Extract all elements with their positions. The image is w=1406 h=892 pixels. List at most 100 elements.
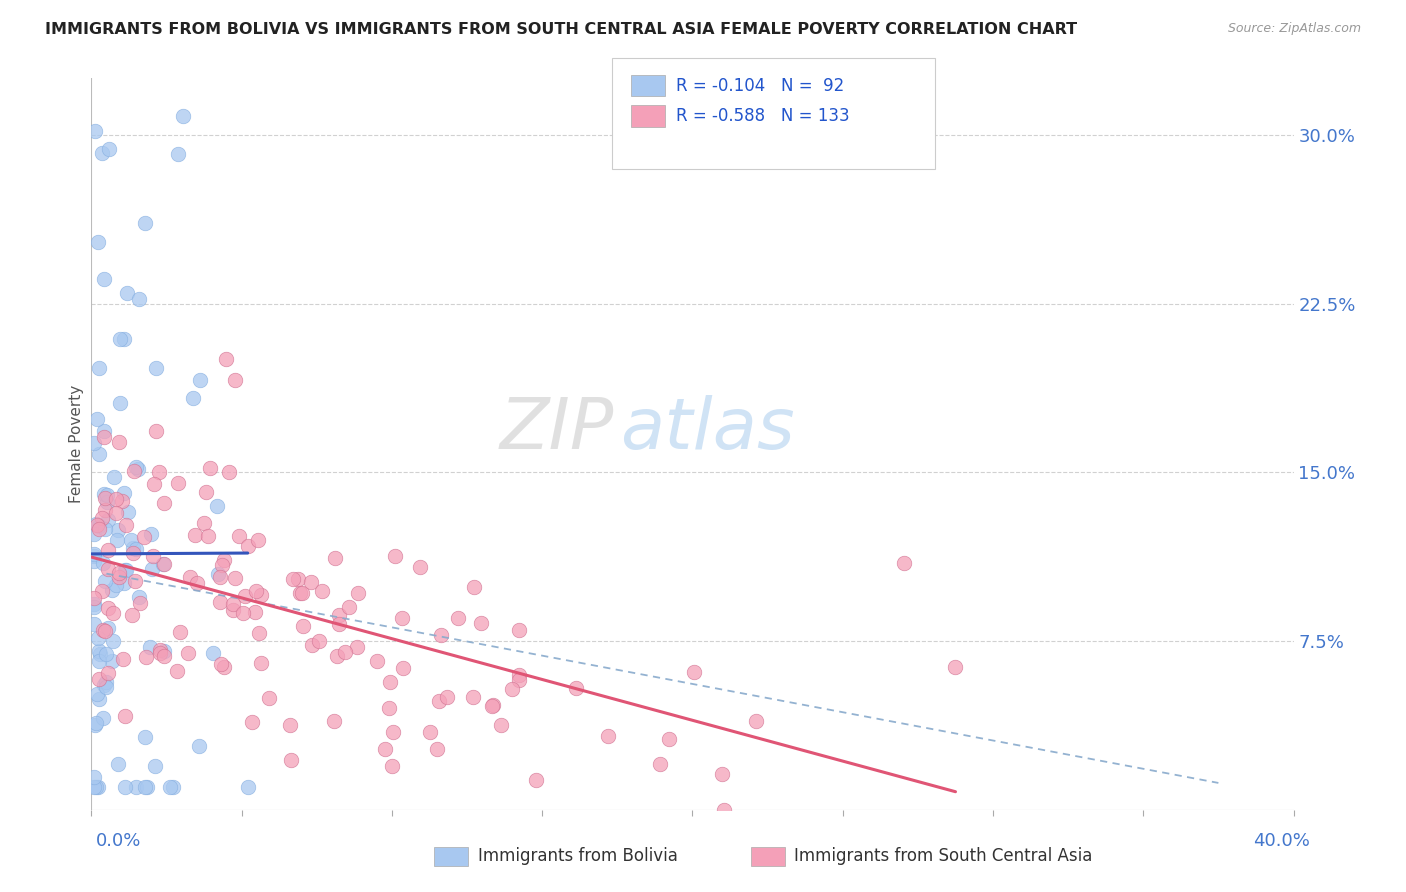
Point: [184, 528, 207, 542]
Point: [101, 655, 124, 669]
Point: [132, 530, 155, 544]
Point: [650, 757, 672, 772]
Text: 40.0%: 40.0%: [1254, 832, 1310, 850]
Point: [112, 485, 135, 500]
Point: [426, 741, 449, 756]
Y-axis label: Female Poverty: Female Poverty: [69, 385, 84, 503]
Point: [89, 672, 111, 686]
Point: [346, 640, 368, 655]
Point: [945, 659, 967, 673]
Point: [508, 623, 530, 637]
Point: [564, 681, 586, 696]
Point: [117, 505, 139, 519]
Point: [91, 711, 114, 725]
Point: [128, 590, 150, 604]
Point: [236, 780, 259, 795]
Point: [139, 527, 162, 541]
Point: [111, 494, 134, 508]
Point: [391, 611, 413, 625]
Point: [105, 577, 128, 591]
Point: [153, 557, 176, 571]
Point: [86, 780, 108, 795]
Point: [211, 558, 233, 572]
Point: [97, 542, 120, 557]
Point: [112, 651, 135, 665]
Point: [245, 605, 267, 619]
Point: [97, 666, 120, 681]
Point: [335, 645, 357, 659]
Point: [93, 624, 115, 638]
Point: [114, 780, 136, 795]
Point: [98, 142, 121, 156]
Point: [83, 599, 105, 614]
Point: [221, 597, 243, 611]
Point: [430, 628, 453, 642]
Point: [107, 533, 129, 548]
Point: [115, 518, 138, 533]
Point: [142, 549, 165, 564]
Point: [94, 624, 117, 639]
Point: [83, 598, 105, 612]
Point: [249, 588, 271, 602]
Point: [97, 562, 120, 576]
Point: [90, 584, 112, 599]
Point: [278, 717, 301, 731]
Point: [91, 510, 114, 524]
Point: [323, 714, 346, 728]
Point: [107, 757, 129, 772]
Point: [209, 657, 232, 671]
Point: [120, 533, 142, 548]
Point: [83, 780, 105, 795]
Point: [105, 492, 128, 507]
Point: [91, 146, 114, 161]
Point: [463, 580, 485, 594]
Point: [177, 646, 200, 660]
Point: [134, 780, 156, 795]
Point: [86, 412, 108, 426]
Point: [103, 470, 125, 484]
Point: [233, 589, 256, 603]
Point: [373, 742, 395, 756]
Point: [162, 780, 184, 795]
Point: [94, 522, 117, 536]
Point: [94, 648, 117, 662]
Point: [108, 332, 131, 346]
Point: [247, 626, 270, 640]
Point: [207, 499, 229, 513]
Point: [129, 596, 152, 610]
Point: [328, 616, 350, 631]
Point: [86, 687, 108, 701]
Point: [107, 435, 129, 450]
Point: [508, 668, 530, 682]
Point: [89, 654, 111, 668]
Point: [84, 124, 107, 138]
Point: [125, 460, 148, 475]
Point: [127, 462, 149, 476]
Point: [114, 563, 136, 577]
Point: [501, 681, 523, 696]
Point: [378, 701, 401, 715]
Point: [744, 714, 766, 728]
Point: [242, 714, 264, 729]
Point: [94, 574, 117, 588]
Point: [198, 461, 221, 475]
Point: [112, 576, 135, 591]
Point: [91, 557, 114, 571]
Point: [87, 522, 110, 536]
Point: [148, 466, 170, 480]
Point: [215, 351, 238, 366]
Point: [427, 693, 450, 707]
Text: IMMIGRANTS FROM BOLIVIA VS IMMIGRANTS FROM SOUTH CENTRAL ASIA FEMALE POVERTY COR: IMMIGRANTS FROM BOLIVIA VS IMMIGRANTS FR…: [45, 22, 1077, 37]
Point: [197, 529, 219, 543]
Point: [378, 675, 401, 690]
Point: [384, 549, 406, 564]
Point: [93, 272, 115, 286]
Point: [288, 586, 311, 600]
Point: [236, 539, 259, 553]
Point: [419, 725, 441, 739]
Point: [93, 491, 115, 505]
Point: [83, 616, 105, 631]
Point: [713, 803, 735, 817]
Text: Immigrants from Bolivia: Immigrants from Bolivia: [478, 847, 678, 865]
Point: [153, 643, 176, 657]
